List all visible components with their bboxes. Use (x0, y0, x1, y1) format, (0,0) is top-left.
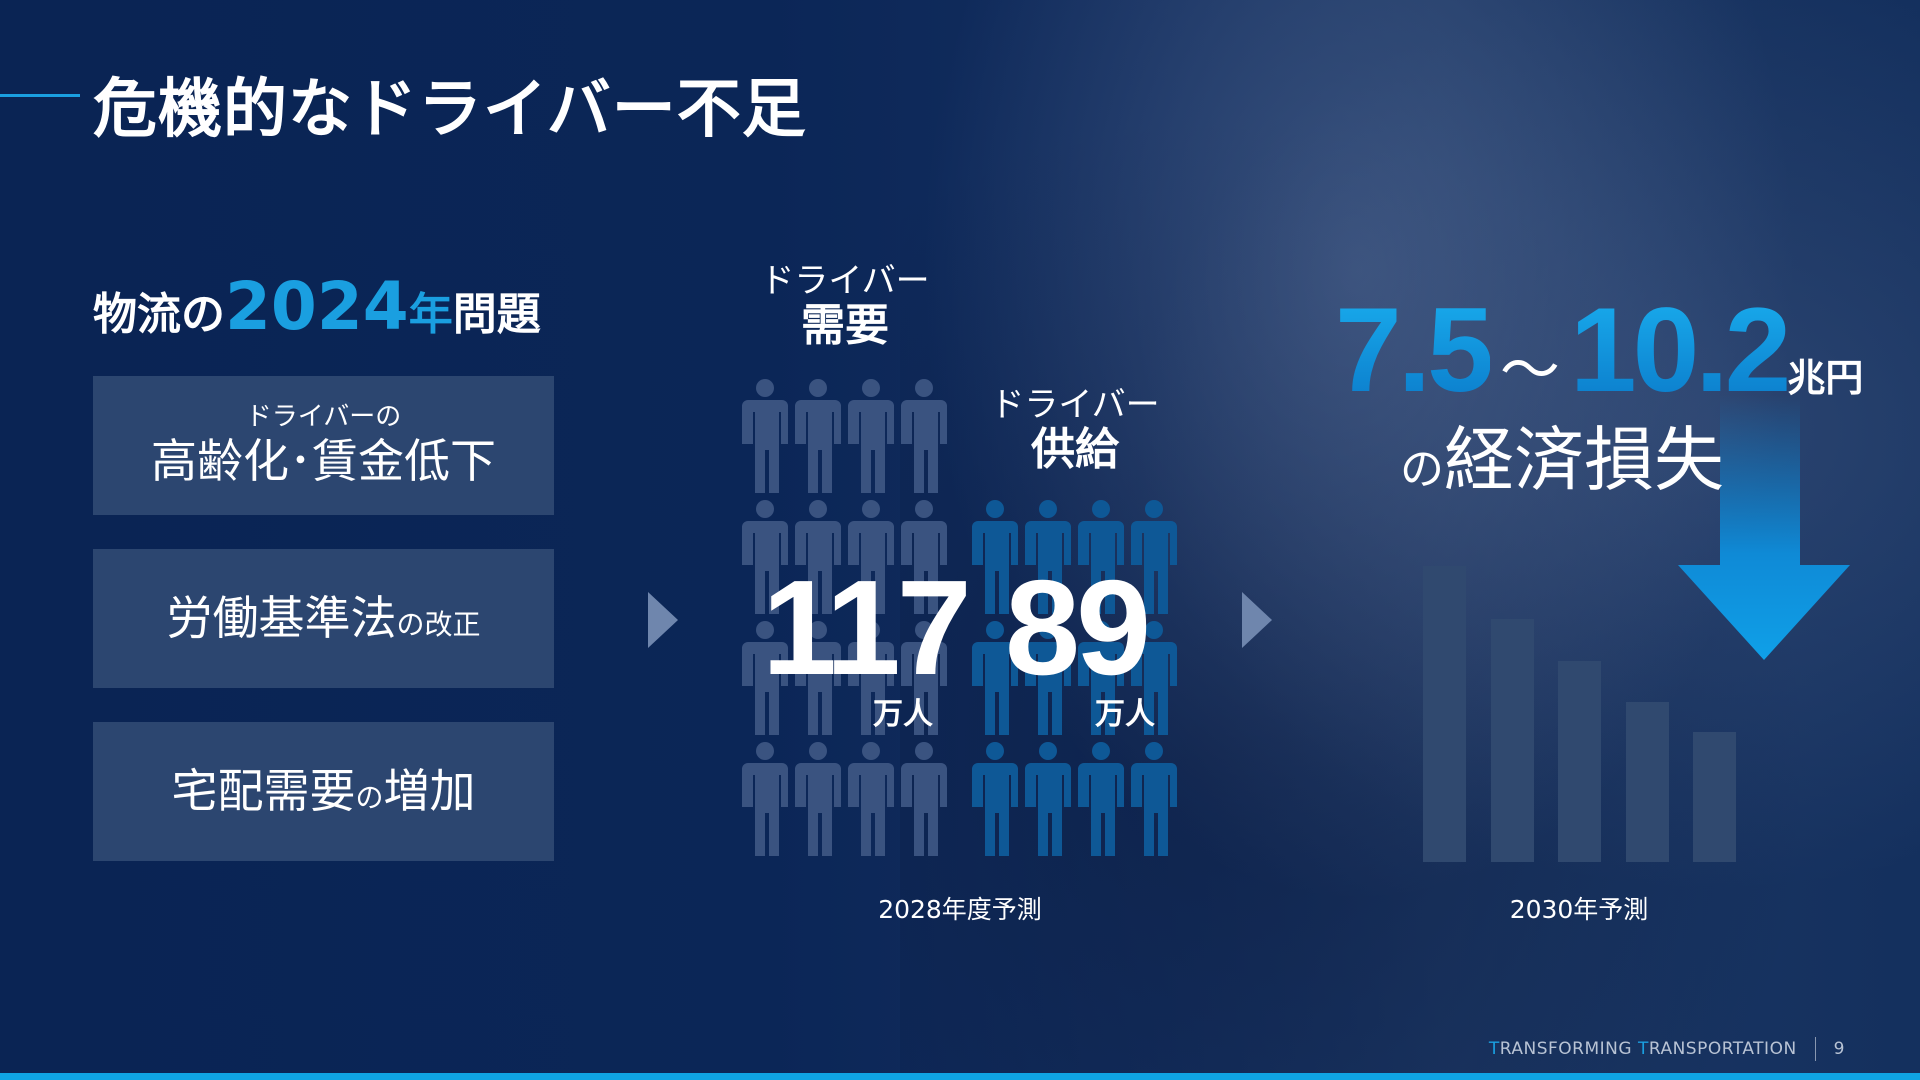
person-icon (1025, 499, 1071, 614)
subtitle-year-suffix: 年 (408, 289, 453, 340)
demand-value: 117 (762, 552, 972, 703)
cause-box-delivery: 宅配需要の増加 (93, 722, 554, 861)
subtitle-pre: 物流の (93, 289, 225, 340)
demand-label-top: ドライバー (760, 261, 930, 301)
person-icon (848, 378, 894, 493)
person-icon (742, 741, 788, 856)
person-icon (1131, 499, 1177, 614)
person-icon (795, 741, 841, 856)
supply-label-top: ドライバー (990, 385, 1160, 425)
footer: TRANSFORMING TRANSPORTATION 9 (1489, 1037, 1845, 1061)
loss-bar (1558, 660, 1601, 862)
title-accent-line (0, 94, 80, 97)
down-arrow-icon (1678, 395, 1850, 660)
person-icon (1025, 741, 1071, 856)
chevron-right-icon (648, 592, 678, 648)
person-icon (795, 620, 841, 735)
person-icon (901, 741, 947, 856)
supply-unit: 万人 (1095, 697, 1155, 732)
cause-main: 高齢化･賃金低下 (151, 433, 496, 488)
person-icon (742, 620, 788, 735)
supply-value: 89 (1005, 552, 1151, 703)
person-icon (1131, 620, 1177, 735)
footer-brand: TRANSFORMING TRANSPORTATION (1488, 1039, 1797, 1059)
cause-box-labor-law: 労働基準法の改正 (93, 549, 554, 688)
loss-bar (1693, 731, 1736, 862)
person-icon (742, 499, 788, 614)
person-icon (848, 741, 894, 856)
person-icon (1131, 741, 1177, 856)
supply-label: ドライバー 供給 (990, 385, 1160, 476)
person-icon (795, 378, 841, 493)
cause-small: の (355, 780, 384, 814)
cause-main: 労働基準法 (166, 590, 397, 645)
supply-label-main: 供給 (1030, 424, 1119, 476)
bottom-accent-bar (0, 1073, 1920, 1080)
person-icon (1025, 620, 1071, 735)
forecast-2030-caption: 2030年予測 (1509, 895, 1649, 924)
economic-loss-label: の経済損失 (1400, 425, 1724, 495)
person-icon (972, 741, 1018, 856)
demand-label: ドライバー 需要 (760, 261, 930, 352)
chevron-right-icon (1242, 592, 1272, 648)
footer-divider (1814, 1037, 1816, 1061)
person-icon (848, 499, 894, 614)
person-icon (1078, 499, 1124, 614)
person-icon (901, 378, 947, 493)
person-icon (972, 620, 1018, 735)
loss-sep: ～ (1499, 336, 1560, 406)
person-icon (742, 378, 788, 493)
subtitle: 物流の2024年問題 (93, 268, 541, 345)
loss-pre: の (1400, 444, 1444, 495)
cause-box-aging: ドライバーの 高齢化･賃金低下 (93, 376, 554, 515)
person-icon (795, 499, 841, 614)
economic-loss-range: 7.5 ～10.2兆円 (1335, 290, 1863, 410)
forecast-2028-caption: 2028年度予測 (878, 895, 1042, 924)
loss-high: 10.2 (1569, 283, 1792, 417)
cause-main: 宅配需要 (171, 763, 356, 818)
page-number: 9 (1833, 1039, 1845, 1059)
person-icon (1078, 741, 1124, 856)
cause-tail: 増加 (383, 763, 476, 818)
person-icon (848, 620, 894, 735)
subtitle-year: 2024 (225, 268, 409, 345)
loss-low: 7.5 (1335, 283, 1494, 417)
loss-unit: 兆円 (1787, 356, 1864, 400)
loss-bar (1423, 566, 1466, 862)
person-icon (901, 620, 947, 735)
demand-unit: 万人 (873, 697, 933, 732)
page-title: 危機的なドライバー不足 (93, 73, 807, 147)
loss-bar (1625, 702, 1669, 862)
loss-bar (1490, 619, 1534, 862)
subtitle-post: 問題 (452, 289, 541, 340)
cause-small: ドライバーの (245, 402, 402, 433)
person-icon (1078, 620, 1124, 735)
demand-label-main: 需要 (800, 300, 889, 352)
person-icon (901, 499, 947, 614)
person-icon (972, 499, 1018, 614)
cause-small: の改正 (396, 607, 481, 641)
loss-text: 経済損失 (1444, 419, 1724, 501)
